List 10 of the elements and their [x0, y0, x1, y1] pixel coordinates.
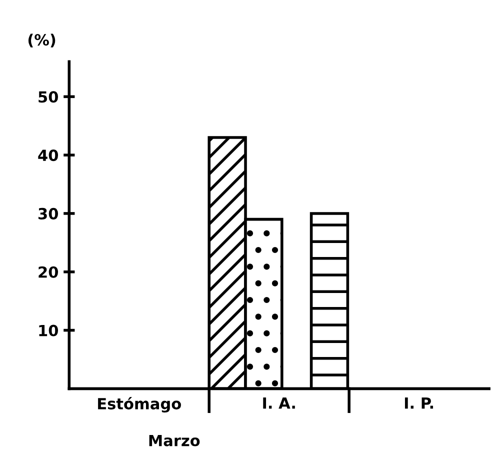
- y-tick-label: 50: [38, 91, 58, 103]
- y-tick-label: 10: [39, 324, 58, 336]
- y-tick-label: 30: [38, 208, 58, 220]
- y-tick-label: 40: [38, 150, 58, 162]
- y-axis-title: (%): [28, 34, 56, 48]
- y-tick-label: 20: [38, 266, 58, 278]
- x-tick-label: I. P.: [404, 397, 434, 409]
- x-tick-label: Estómago: [98, 397, 181, 413]
- x-axis-title: Marzo: [149, 434, 200, 446]
- x-tick-label: I. A.: [263, 397, 295, 409]
